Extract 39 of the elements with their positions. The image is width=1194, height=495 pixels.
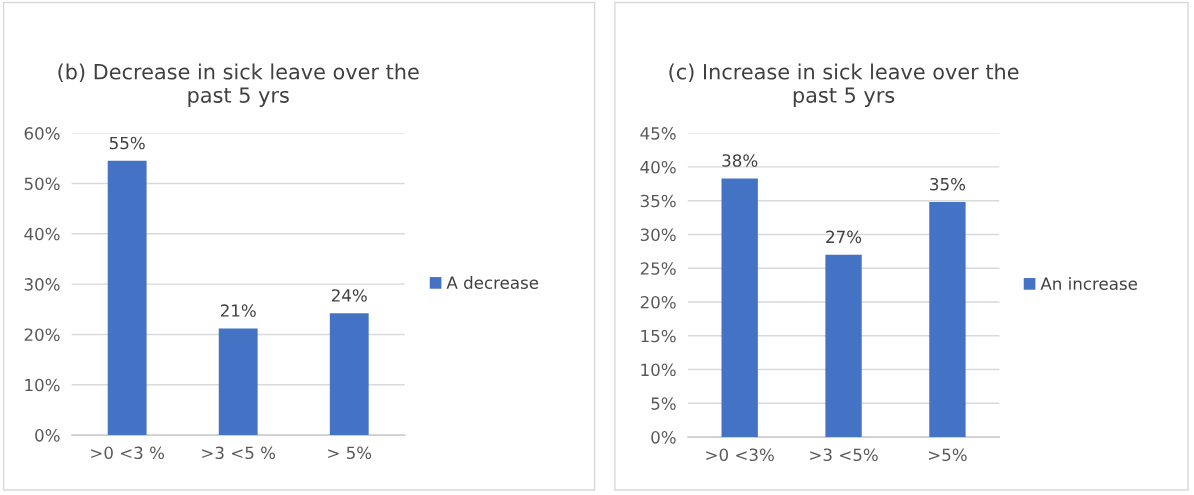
y-tick-label: 40% xyxy=(24,227,60,241)
data-label: 35% xyxy=(930,177,966,191)
bar xyxy=(825,254,862,438)
bar xyxy=(107,160,147,436)
y-tick-label: 5% xyxy=(651,397,676,410)
y-tick-label: 60% xyxy=(24,127,60,140)
data-label: 27% xyxy=(826,230,862,244)
y-tick-label: 10% xyxy=(641,363,676,377)
chart-title: (c) Increase in sick leave over the past 5 yrs xyxy=(669,63,1019,107)
bar xyxy=(218,328,258,436)
y-tick-label: 0% xyxy=(35,429,60,442)
y-tick-label: 45% xyxy=(640,127,676,140)
x-tick-label: >5% xyxy=(929,448,967,462)
x-tick-label: >0 <3% xyxy=(706,448,774,462)
x-tick-label: >0 <3 % xyxy=(91,446,165,460)
y-tick-label: 30% xyxy=(640,228,676,242)
legend-label: A decrease xyxy=(446,276,539,289)
y-tick-label: 10% xyxy=(25,378,60,392)
data-label: 38% xyxy=(722,154,758,167)
data-label: 21% xyxy=(220,304,256,317)
x-tick-label: > 5% xyxy=(328,446,372,460)
bar xyxy=(929,202,966,438)
y-tick-label: 30% xyxy=(24,278,60,291)
data-label: 24% xyxy=(331,289,367,302)
bar xyxy=(721,178,758,438)
y-tick-label: 35% xyxy=(640,194,676,208)
x-tick-label: >3 <5% xyxy=(810,448,878,462)
y-tick-label: 50% xyxy=(24,177,60,191)
y-tick-label: 15% xyxy=(641,329,676,343)
y-tick-label: 20% xyxy=(24,328,60,342)
legend-label: An increase xyxy=(1040,277,1138,290)
y-tick-label: 0% xyxy=(651,431,676,444)
data-label: 55% xyxy=(109,136,145,150)
y-tick-label: 40% xyxy=(640,160,676,174)
y-tick-label: 25% xyxy=(640,262,676,275)
y-tick-label: 20% xyxy=(640,295,676,309)
chart-title: (b) Decrease in sick leave over the past 5 yrs xyxy=(58,63,419,107)
x-tick-label: >3 <5 % xyxy=(202,446,276,460)
bar xyxy=(329,313,369,436)
